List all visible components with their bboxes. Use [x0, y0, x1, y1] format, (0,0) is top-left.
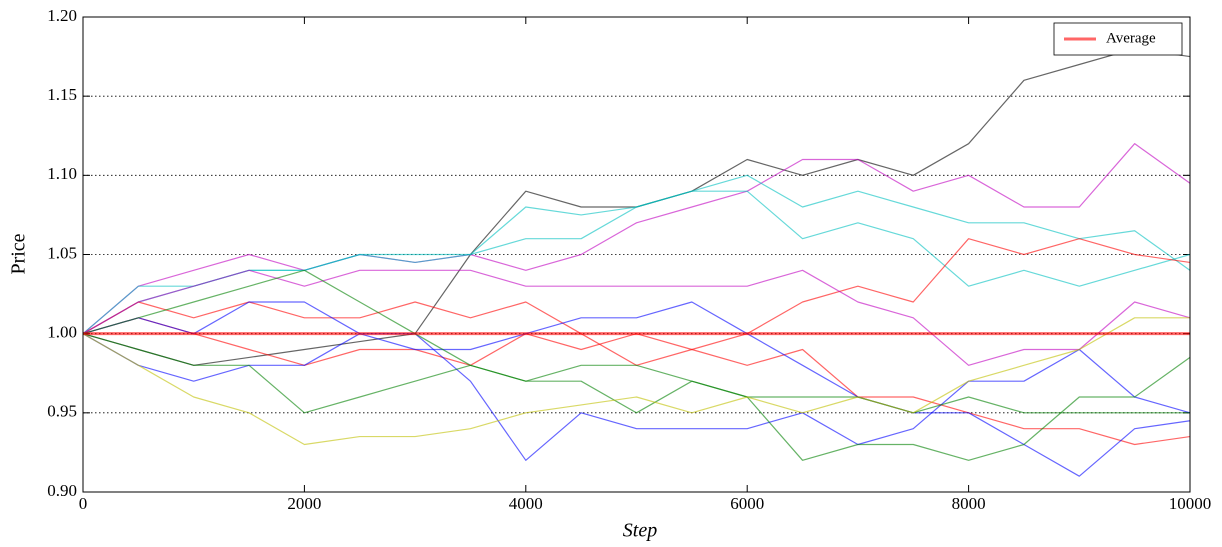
legend-label: Average — [1106, 30, 1156, 46]
y-tick-label: 1.15 — [47, 85, 77, 104]
series-line — [82, 269, 1190, 414]
series-line — [82, 143, 1191, 335]
y-tick-label: 1.05 — [47, 243, 77, 262]
series-line — [82, 301, 1191, 477]
x-tick-label: 6000 — [730, 494, 764, 513]
x-tick-label: 2000 — [287, 494, 321, 513]
series-line — [82, 190, 1191, 335]
y-tick-label: 0.95 — [47, 402, 77, 421]
series-line — [82, 333, 1191, 461]
series-line — [82, 317, 1190, 446]
y-tick-label: 0.90 — [47, 481, 77, 500]
y-axis-label: Price — [8, 233, 30, 274]
x-tick-label: 0 — [79, 494, 88, 513]
x-tick-label: 8000 — [952, 494, 986, 513]
y-tick-label: 1.20 — [47, 6, 77, 25]
y-tick-label: 1.10 — [47, 164, 77, 183]
x-tick-label: 4000 — [509, 494, 543, 513]
y-tick-label: 1.00 — [47, 323, 77, 342]
x-axis-label: Step — [623, 520, 657, 542]
plot-frame — [82, 16, 1191, 493]
series-line — [82, 269, 1191, 366]
series-line — [82, 333, 1191, 461]
x-tick-label: 10000 — [1169, 494, 1212, 513]
